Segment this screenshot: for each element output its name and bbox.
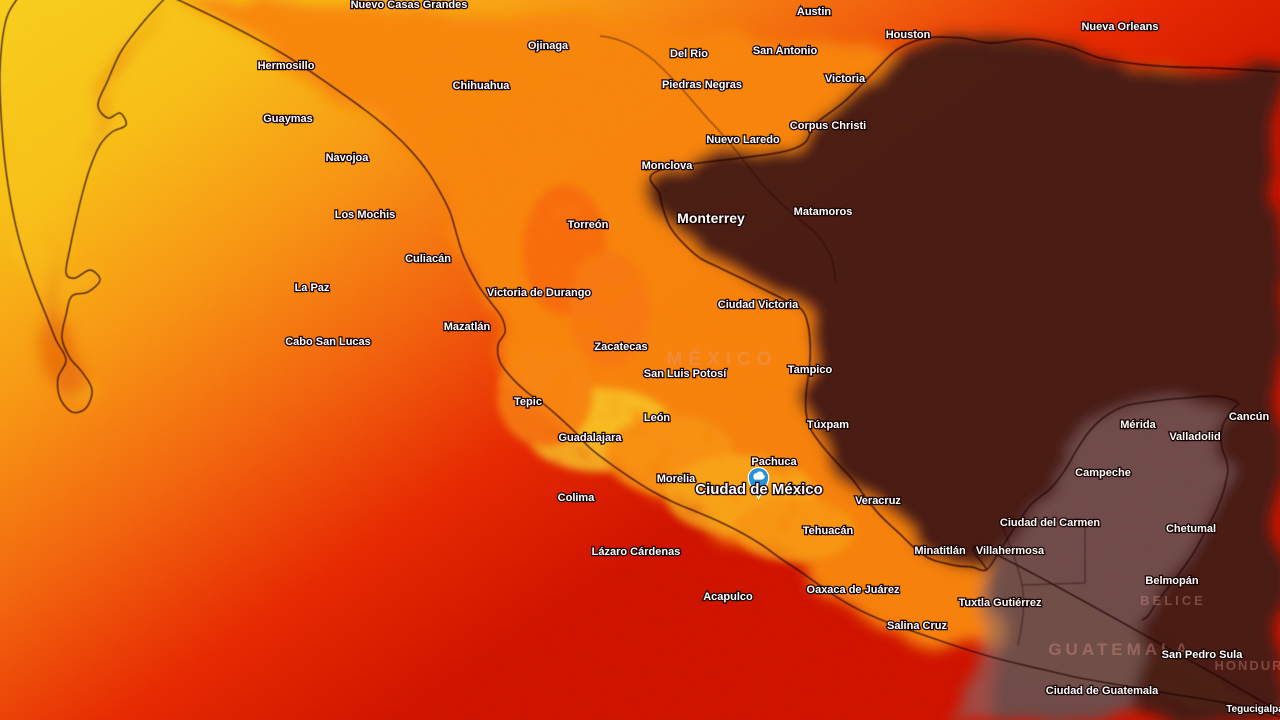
svg-text:Nuevo Casas Grandes: Nuevo Casas Grandes (351, 0, 468, 11)
svg-text:Cancún: Cancún (1229, 411, 1270, 423)
svg-text:Pachuca: Pachuca (751, 456, 797, 468)
svg-text:Acapulco: Acapulco (703, 591, 753, 603)
svg-text:Corpus Christi: Corpus Christi (790, 120, 866, 132)
svg-text:Monclova: Monclova (642, 160, 694, 172)
svg-text:Valladolid: Valladolid (1169, 431, 1220, 443)
svg-text:Austin: Austin (797, 6, 832, 18)
svg-text:Tampico: Tampico (788, 364, 833, 376)
svg-text:Colima: Colima (558, 492, 596, 504)
svg-text:Ciudad de México: Ciudad de México (695, 481, 823, 498)
svg-text:Belmopán: Belmopán (1145, 575, 1198, 587)
svg-text:Morelia: Morelia (657, 473, 696, 485)
svg-text:Los Mochis: Los Mochis (335, 209, 396, 221)
svg-text:Villahermosa: Villahermosa (976, 545, 1045, 557)
svg-text:Guaymas: Guaymas (263, 113, 313, 125)
svg-text:Veracruz: Veracruz (855, 495, 901, 507)
svg-text:San Luis Potosí: San Luis Potosí (644, 368, 727, 380)
svg-text:San Pedro Sula: San Pedro Sula (1162, 649, 1244, 661)
svg-text:Victoria: Victoria (825, 73, 866, 85)
svg-text:Piedras Negras: Piedras Negras (662, 79, 742, 91)
svg-text:Mazatlán: Mazatlán (444, 321, 491, 333)
svg-text:Torreón: Torreón (568, 219, 609, 231)
svg-text:Hermosillo: Hermosillo (258, 60, 315, 72)
svg-text:Houston: Houston (886, 29, 931, 41)
svg-text:Chihuahua: Chihuahua (453, 80, 511, 92)
svg-text:Mérida: Mérida (1120, 419, 1156, 431)
svg-text:Nueva Orleans: Nueva Orleans (1081, 21, 1158, 33)
svg-text:Nuevo Laredo: Nuevo Laredo (706, 134, 780, 146)
svg-text:Tepic: Tepic (514, 396, 542, 408)
svg-text:Tegucigalpa: Tegucigalpa (1226, 704, 1280, 715)
svg-text:Salina Cruz: Salina Cruz (887, 620, 947, 632)
svg-text:Chetumal: Chetumal (1166, 523, 1216, 535)
svg-text:MÉXICO: MÉXICO (667, 348, 778, 370)
svg-text:Minatitlán: Minatitlán (914, 545, 966, 557)
svg-text:Oaxaca de Juárez: Oaxaca de Juárez (807, 584, 900, 596)
svg-text:Ciudad del Carmen: Ciudad del Carmen (1000, 517, 1101, 529)
svg-text:San Antonio: San Antonio (753, 45, 818, 57)
svg-text:La Paz: La Paz (295, 282, 330, 294)
svg-text:Tuxtla Gutiérrez: Tuxtla Gutiérrez (959, 597, 1042, 609)
svg-text:Cabo San Lucas: Cabo San Lucas (285, 336, 371, 348)
svg-text:Tehuacán: Tehuacán (803, 525, 854, 537)
svg-text:Victoria de Durango: Victoria de Durango (487, 287, 592, 299)
svg-text:Túxpam: Túxpam (807, 419, 849, 431)
svg-text:Navojoa: Navojoa (326, 152, 370, 164)
svg-text:Matamoros: Matamoros (794, 206, 853, 218)
svg-text:Ciudad Victoria: Ciudad Victoria (718, 299, 799, 311)
svg-text:Lázaro Cárdenas: Lázaro Cárdenas (592, 546, 681, 558)
svg-text:Zacatecas: Zacatecas (594, 341, 647, 353)
svg-text:Ojinaga: Ojinaga (528, 40, 569, 52)
svg-text:Ciudad de Guatemala: Ciudad de Guatemala (1046, 685, 1159, 697)
svg-text:Culiacán: Culiacán (405, 253, 451, 265)
svg-text:BELICE: BELICE (1140, 593, 1206, 608)
svg-text:Del Rio: Del Rio (670, 48, 708, 60)
svg-text:Campeche: Campeche (1075, 467, 1131, 479)
svg-text:León: León (644, 412, 671, 424)
svg-text:Monterrey: Monterrey (677, 210, 745, 226)
svg-text:Guadalajara: Guadalajara (559, 432, 623, 444)
